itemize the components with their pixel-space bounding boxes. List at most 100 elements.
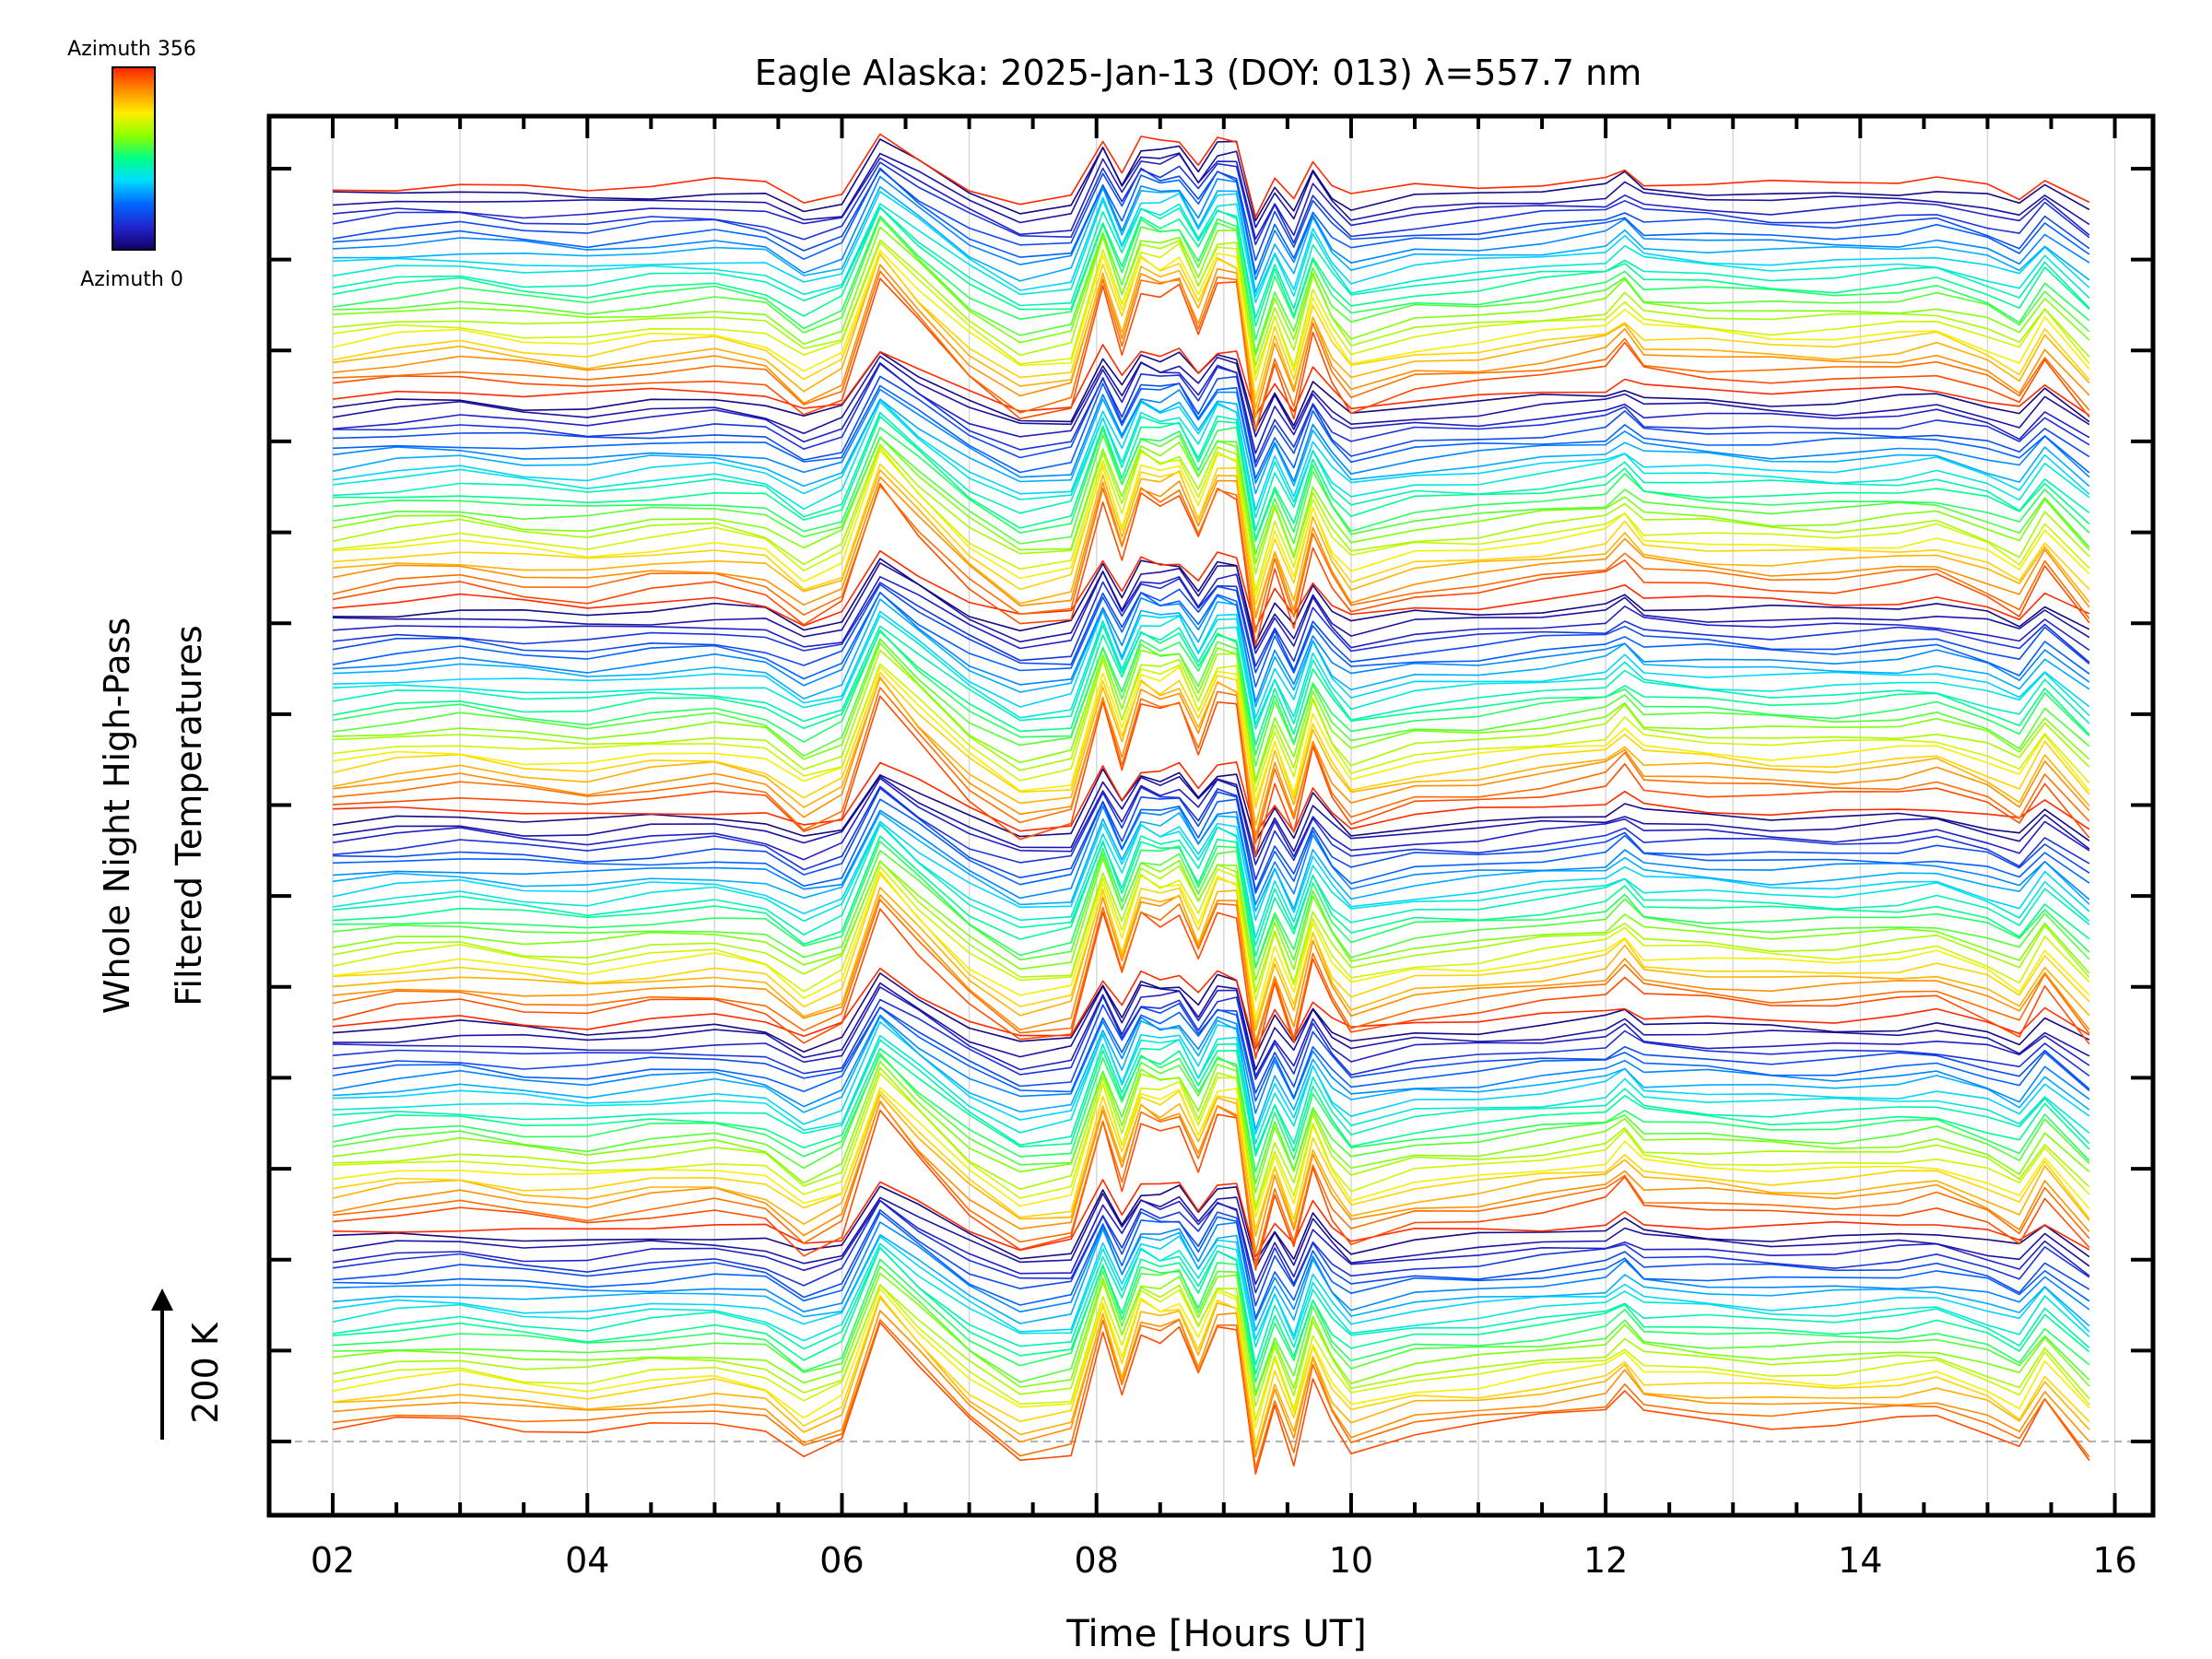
temperature-trace xyxy=(333,1258,2090,1383)
temperature-trace xyxy=(333,167,2090,275)
temperature-trace xyxy=(333,191,2090,298)
temperature-trace xyxy=(332,665,2090,803)
temperature-trace xyxy=(333,1229,2090,1332)
temperature-trace xyxy=(332,860,2090,993)
temperature-trace xyxy=(333,1310,2090,1458)
temperature-trace xyxy=(332,583,2090,674)
temperature-trace xyxy=(332,206,2090,319)
temperature-trace xyxy=(332,592,2090,688)
temperature-trace xyxy=(332,1054,2090,1173)
axis-ticks xyxy=(269,116,2153,1515)
temperature-trace xyxy=(333,972,2090,1057)
temperature-trace xyxy=(333,835,2090,958)
temperature-trace xyxy=(332,857,2090,982)
x-tick-label: 06 xyxy=(819,1540,864,1581)
temperature-trace xyxy=(332,677,2090,827)
temperature-trace xyxy=(333,153,2090,241)
temperature-trace xyxy=(333,344,2090,417)
temperature-trace xyxy=(333,1272,2090,1397)
temperature-trace xyxy=(332,241,2090,375)
temperature-trace xyxy=(333,615,2090,725)
temperature-trace xyxy=(333,1109,2090,1271)
temperature-trace xyxy=(332,398,2090,495)
temperature-trace xyxy=(332,1047,2090,1157)
temperature-trace xyxy=(333,1184,2090,1263)
temperature-trace xyxy=(333,798,2090,894)
temperature-trace xyxy=(333,264,2090,418)
temperature-trace xyxy=(332,1288,2090,1430)
temperature-trace xyxy=(333,375,2090,468)
temperature-trace xyxy=(332,1193,2090,1269)
temperature-trace xyxy=(332,1090,2090,1230)
temperature-trace xyxy=(332,398,2090,512)
temperature-trace xyxy=(332,199,2090,304)
temperature-trace xyxy=(333,649,2090,784)
temperature-trace xyxy=(332,899,2090,1047)
temperature-traces xyxy=(332,133,2090,1475)
temperature-trace xyxy=(332,1283,2090,1421)
temperature-trace xyxy=(332,822,2090,939)
x-tick-label: 10 xyxy=(1329,1540,1373,1581)
temperature-trace xyxy=(333,785,2090,881)
x-tick-label: 16 xyxy=(2092,1540,2136,1581)
temperature-trace xyxy=(333,1295,2090,1445)
temperature-trace xyxy=(333,887,2090,1031)
temperature-trace xyxy=(332,250,2090,382)
temperature-trace xyxy=(332,672,2090,809)
temperature-trace xyxy=(332,1235,2090,1340)
temperature-trace xyxy=(333,687,2090,844)
temperature-trace xyxy=(332,483,2090,647)
temperature-trace xyxy=(333,1021,2090,1135)
temperature-trace xyxy=(332,1083,2090,1218)
temperature-trace xyxy=(333,361,2090,454)
temperature-trace xyxy=(333,841,2090,968)
temperature-trace xyxy=(333,1265,2090,1394)
temperature-trace xyxy=(333,558,2090,644)
temperature-trace xyxy=(332,1093,2090,1237)
temperature-trace xyxy=(333,995,2090,1080)
temperature-trace xyxy=(333,591,2090,703)
x-tick-label: 08 xyxy=(1075,1540,1119,1581)
temperature-trace xyxy=(333,986,2090,1077)
temperature-trace xyxy=(333,1066,2090,1208)
temperature-trace xyxy=(332,253,2090,400)
temperature-trace xyxy=(332,1246,2090,1366)
temperature-trace xyxy=(332,775,2090,858)
temperature-trace xyxy=(332,1100,2090,1253)
temperature-trace xyxy=(333,226,2090,357)
temperature-trace xyxy=(333,382,2090,479)
temperature-trace xyxy=(333,1100,2090,1266)
temperature-trace xyxy=(333,849,2090,970)
temperature-trace xyxy=(333,1016,2090,1131)
scale-bar-arrowhead xyxy=(151,1288,173,1311)
temperature-trace xyxy=(332,908,2090,1060)
temperature-trace xyxy=(332,436,2090,565)
temperature-trace xyxy=(332,1053,2090,1184)
temperature-trace xyxy=(332,167,2090,262)
temperature-trace xyxy=(332,215,2090,341)
temperature-trace xyxy=(333,609,2090,719)
temperature-trace xyxy=(333,659,2090,793)
temperature-trace xyxy=(333,411,2090,532)
temperature-trace xyxy=(333,1297,2090,1454)
temperature-trace xyxy=(332,1060,2090,1194)
temperature-trace xyxy=(333,787,2090,891)
temperature-trace xyxy=(333,562,2090,650)
colorbar-top-label: Azimuth 356 xyxy=(67,38,196,61)
temperature-trace xyxy=(333,446,2090,593)
scale-bar-label: 200 K xyxy=(185,1322,226,1424)
temperature-trace xyxy=(333,175,2090,281)
temperature-trace xyxy=(333,761,2090,834)
y-axis-label-line1: Whole Night High-Pass xyxy=(97,618,137,1014)
temperature-trace xyxy=(333,805,2090,906)
x-tick-label: 04 xyxy=(565,1540,609,1581)
temperature-trace xyxy=(333,388,2090,484)
temperature-trace xyxy=(333,270,2090,430)
temperature-trace xyxy=(332,434,2090,555)
x-axis-label: Time [Hours UT] xyxy=(1065,1613,1366,1655)
temperature-trace xyxy=(333,641,2090,782)
temperature-trace xyxy=(333,598,2090,708)
temperature-trace xyxy=(332,1242,2090,1348)
temperature-trace xyxy=(332,351,2090,429)
